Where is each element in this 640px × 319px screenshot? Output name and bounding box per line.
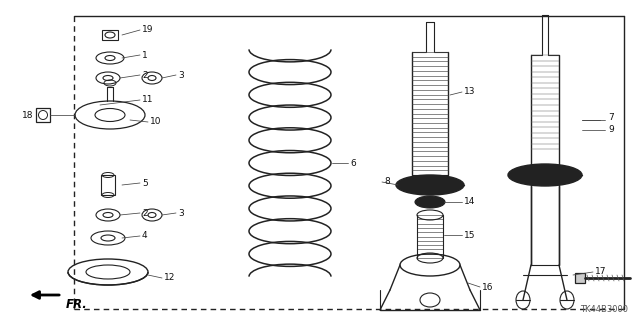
Text: 4: 4 — [142, 232, 148, 241]
Text: 17: 17 — [595, 268, 607, 277]
Text: 1: 1 — [142, 50, 148, 60]
Text: 15: 15 — [464, 231, 476, 240]
Ellipse shape — [508, 164, 582, 186]
Text: 5: 5 — [142, 179, 148, 188]
Text: 11: 11 — [142, 95, 154, 105]
Text: 16: 16 — [482, 283, 493, 292]
Text: 2: 2 — [142, 209, 148, 218]
Text: 10: 10 — [150, 117, 161, 127]
Text: FR.: FR. — [66, 298, 88, 311]
Text: 18: 18 — [22, 110, 33, 120]
Ellipse shape — [415, 196, 445, 208]
Text: 3: 3 — [178, 209, 184, 218]
Bar — [36, 108, 50, 122]
Text: 19: 19 — [142, 26, 154, 34]
Bar — [102, 30, 118, 40]
Text: 6: 6 — [350, 159, 356, 167]
Bar — [575, 273, 585, 283]
Text: 8: 8 — [384, 177, 390, 187]
Ellipse shape — [396, 175, 464, 195]
Text: 12: 12 — [164, 273, 175, 283]
Text: 14: 14 — [464, 197, 476, 206]
Text: TK44B3000: TK44B3000 — [580, 306, 628, 315]
Text: 13: 13 — [464, 87, 476, 97]
Text: 3: 3 — [178, 70, 184, 79]
Text: 9: 9 — [608, 125, 614, 135]
Ellipse shape — [416, 180, 444, 190]
Text: 7: 7 — [608, 114, 614, 122]
Text: 2: 2 — [142, 70, 148, 79]
Bar — [101, 175, 115, 195]
